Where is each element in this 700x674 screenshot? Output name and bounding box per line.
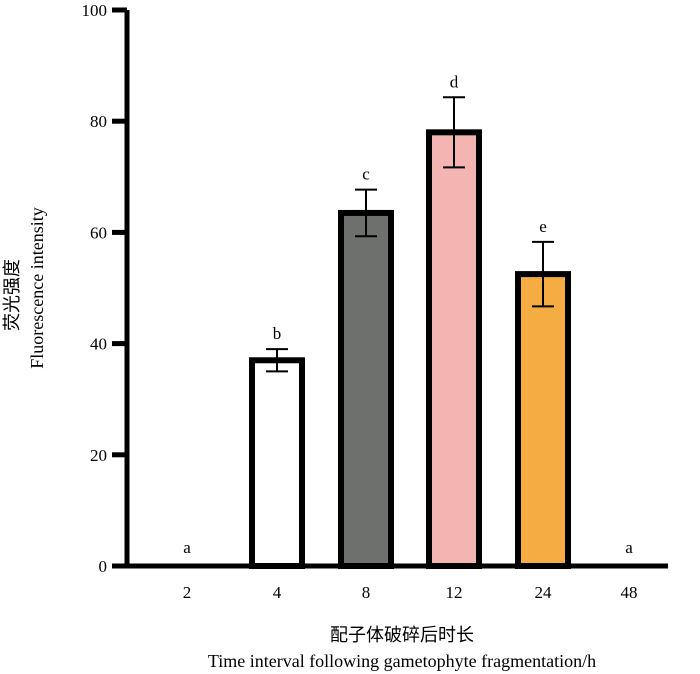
bar-4: [249, 357, 305, 569]
axes: [124, 10, 668, 569]
y-tick-label: 100: [82, 1, 108, 20]
significance-labels: a b c d e a: [183, 72, 633, 557]
y-tick-label: 0: [99, 557, 108, 576]
significance-label: d: [450, 72, 459, 91]
significance-label: b: [273, 324, 282, 343]
x-axis-title: Time interval following gametophyte frag…: [208, 651, 596, 671]
y-tick-label: 40: [90, 335, 107, 354]
y-tick-label: 20: [90, 446, 107, 465]
x-tick-label: 2: [183, 583, 192, 602]
bar-24: [515, 271, 571, 569]
x-tick-label: 24: [535, 583, 553, 602]
y-ticks: 0 20 40 60 80 100: [82, 1, 127, 576]
bar-12: [426, 129, 482, 569]
x-tick-label: 12: [446, 583, 463, 602]
x-axis-title-zh: 配子体破碎后时长: [330, 625, 474, 645]
y-tick-label: 60: [90, 223, 107, 242]
y-axis-title-zh: 荧光强度: [2, 259, 22, 331]
significance-label: a: [625, 538, 633, 557]
significance-label: c: [362, 165, 370, 184]
y-axis-title: Fluorescence intensity: [27, 207, 47, 368]
bars: [249, 96, 571, 569]
significance-label: e: [539, 217, 547, 236]
significance-label: a: [183, 538, 191, 557]
x-tick-label: 48: [621, 583, 638, 602]
x-tick-label: 8: [362, 583, 371, 602]
y-tick-label: 80: [90, 112, 107, 131]
x-ticks: 2 4 8 12 24 48: [183, 583, 638, 602]
x-tick-label: 4: [273, 583, 282, 602]
bar-8: [338, 209, 394, 569]
